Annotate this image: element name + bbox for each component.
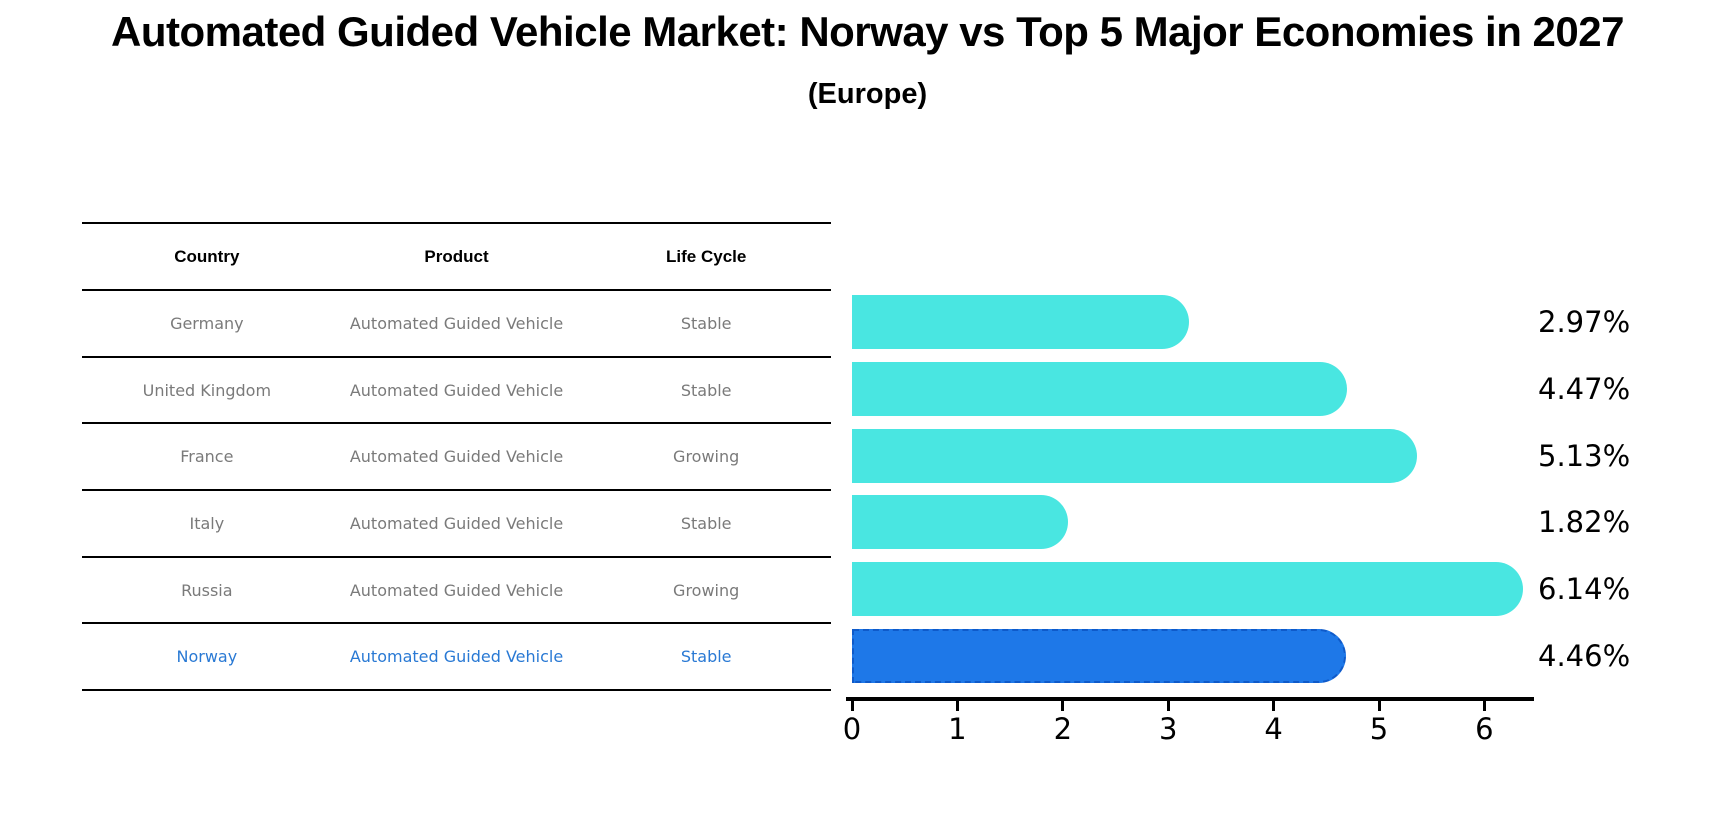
table-cell-country: United Kingdom (142, 380, 272, 400)
table-cell-life-cycle: Stable (680, 513, 732, 533)
table-header-life-cycle: Life Cycle (666, 246, 747, 266)
page-title: Automated Guided Vehicle Market: Norway … (111, 8, 1624, 55)
table-cell-product: Automated Guided Vehicle (349, 313, 564, 333)
table-row-france: France Automated Guided Vehicle Growing (82, 424, 831, 492)
bar-france (852, 428, 1417, 483)
table-cell-country: France (180, 447, 234, 467)
table-body: Germany Automated Guided Vehicle Stable Uni… (82, 291, 831, 692)
x-axis-tick-label: 4 (1264, 712, 1283, 746)
table-cell-life-cycle: Growing (673, 580, 740, 600)
data-table: Country Product Life Cycle Germany Automa… (82, 222, 831, 692)
table-cell-product: Automated Guided Vehicle (349, 580, 564, 600)
table-cell-life-cycle: Stable (680, 313, 732, 333)
x-axis-tick (1377, 700, 1381, 711)
table-cell-life-cycle: Stable (680, 647, 732, 667)
table-row-russia: Russia Automated Guided Vehicle Growing (82, 558, 831, 625)
table-cell-product: Automated Guided Vehicle (349, 647, 564, 667)
table-cell-country: Russia (181, 580, 233, 600)
bar-united-kingdom (852, 362, 1348, 417)
table-cell-product: Automated Guided Vehicle (349, 380, 564, 400)
table-cell-life-cycle: Stable (680, 380, 732, 400)
x-axis-tick (1272, 700, 1276, 711)
table-header-country: Country (174, 246, 240, 266)
table-cell-life-cycle: Growing (673, 447, 740, 467)
table-cell-country: Italy (189, 513, 225, 533)
x-axis-tick-label: 2 (1053, 712, 1073, 746)
x-axis-tick (850, 700, 854, 711)
bar-norway (852, 628, 1347, 683)
x-axis-tick-label: 6 (1475, 712, 1494, 746)
table-cell-product: Automated Guided Vehicle (349, 513, 564, 533)
x-axis-tick (1061, 700, 1065, 711)
bar-value-label: 2.97% (1538, 305, 1631, 340)
bar-value-label: 6.14% (1538, 572, 1631, 607)
bar-italy (852, 495, 1068, 550)
x-axis-tick-label: 3 (1158, 712, 1178, 746)
page-subtitle: (Europe) (807, 78, 928, 110)
table-row-germany: Germany Automated Guided Vehicle Stable (82, 291, 831, 358)
table-row-italy: Italy Automated Guided Vehicle Stable (82, 491, 831, 558)
x-axis-tick-label: 5 (1369, 712, 1389, 746)
bar-value-label: 4.46% (1538, 638, 1631, 673)
x-axis-tick-label: 0 (842, 712, 862, 746)
bar-value-label: 4.47% (1538, 372, 1631, 407)
x-axis-line (846, 697, 1534, 701)
table-cell-country: Germany (170, 313, 244, 333)
x-axis-tick (1482, 700, 1486, 711)
table-cell-country: Norway (176, 647, 238, 667)
table-header-product: Product (424, 246, 489, 266)
bar-germany (852, 295, 1190, 350)
bar-value-label: 5.13% (1538, 438, 1631, 473)
bar-value-label: 1.82% (1538, 505, 1631, 540)
x-axis-tick (1166, 700, 1170, 711)
x-axis-tick-label: 1 (948, 712, 967, 746)
table-cell-product: Automated Guided Vehicle (349, 447, 564, 467)
x-axis-tick (955, 700, 959, 711)
table-row-united-kingdom: United Kingdom Automated Guided Vehicle St… (82, 358, 831, 425)
bar-russia (852, 562, 1524, 617)
table-header-row: Country Product Life Cycle (82, 224, 831, 291)
table-row-norway: Norway Automated Guided Vehicle Stable (82, 624, 831, 692)
